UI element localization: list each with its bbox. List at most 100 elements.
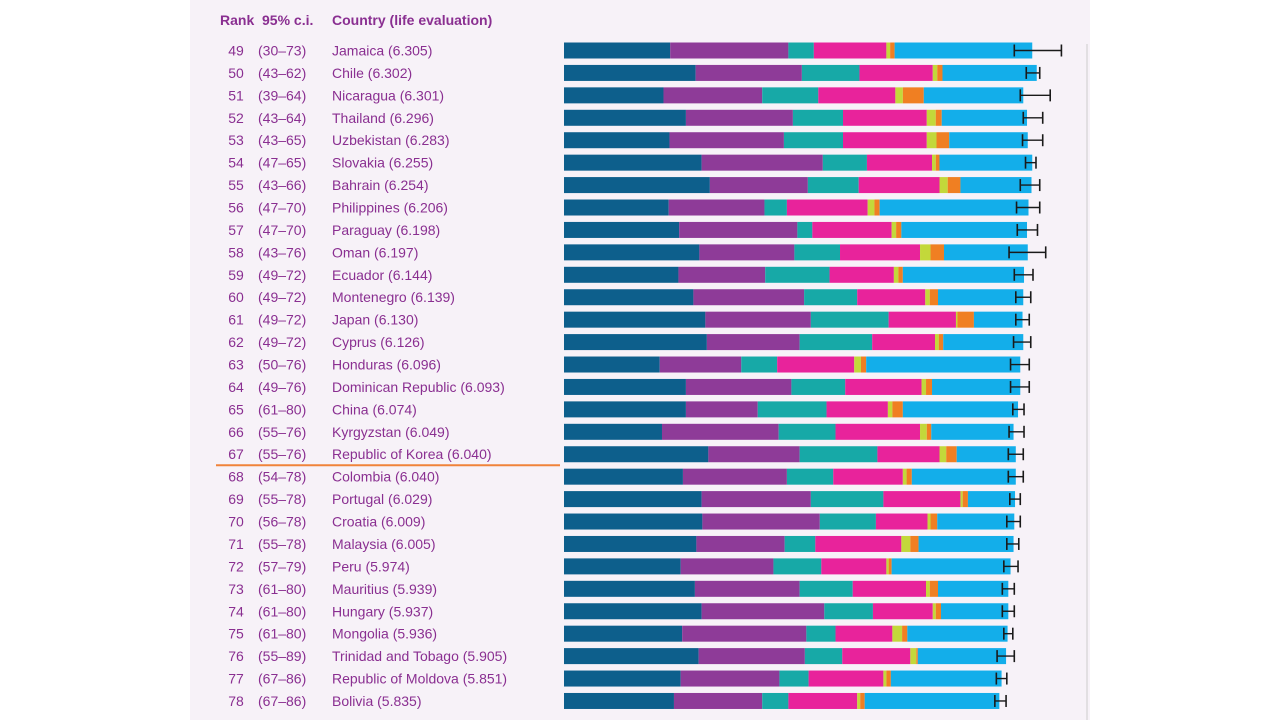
rank-label: 78 xyxy=(228,693,244,709)
ci-label: (49–72) xyxy=(258,334,306,350)
bar-segment xyxy=(765,266,830,283)
country-label: Colombia (6.040) xyxy=(332,469,439,485)
bar-segment xyxy=(923,87,1024,104)
country-label: Mongolia (5.936) xyxy=(332,626,437,642)
country-label: Croatia (6.009) xyxy=(332,514,425,530)
bar-segment xyxy=(741,356,778,373)
bar-segment xyxy=(921,378,927,395)
country-label: Kyrgyzstan (6.049) xyxy=(332,424,450,440)
country-label: Peru (5.974) xyxy=(332,558,410,574)
bar-segment xyxy=(929,580,938,597)
bar-segment xyxy=(890,42,895,59)
bar-segment xyxy=(916,648,918,665)
bar-segment xyxy=(564,42,671,59)
bar-segment xyxy=(709,177,808,194)
bar-segment xyxy=(902,625,908,642)
bar-segment xyxy=(883,491,961,508)
rank-label: 73 xyxy=(228,581,244,597)
rank-label: 53 xyxy=(228,132,244,148)
ci-label: (56–78) xyxy=(258,514,306,530)
rank-label: 61 xyxy=(228,312,244,328)
bar-segment xyxy=(892,625,903,642)
rank-label: 52 xyxy=(228,110,244,126)
bar-segment xyxy=(910,535,919,552)
ci-label: (47–65) xyxy=(258,155,306,171)
rank-label: 74 xyxy=(228,603,244,619)
bar-segment xyxy=(824,603,873,620)
country-label: Ecuador (6.144) xyxy=(332,267,432,283)
ci-label: (61–80) xyxy=(258,581,306,597)
bar-segment xyxy=(939,154,1033,171)
rank-label: 76 xyxy=(228,648,244,664)
bar-segment xyxy=(886,42,891,59)
rank-label: 56 xyxy=(228,200,244,216)
rank-label: 66 xyxy=(228,424,244,440)
bar-segment xyxy=(821,558,887,575)
bar-segment xyxy=(799,446,878,463)
bar-segment xyxy=(864,692,1000,709)
bar-segment xyxy=(937,513,1015,530)
bar-segment xyxy=(694,580,800,597)
bar-segment xyxy=(911,468,1016,485)
bar-segment xyxy=(670,42,789,59)
bar-segment xyxy=(857,289,926,306)
country-label: Trinidad and Tobago (5.905) xyxy=(332,648,507,664)
bar-segment xyxy=(906,468,912,485)
bar-segment xyxy=(938,289,1024,306)
bar-segment xyxy=(810,311,889,328)
bar-segment xyxy=(784,535,816,552)
country-label: Uzbekistan (6.283) xyxy=(332,132,450,148)
bar-segment xyxy=(886,558,889,575)
bar-segment xyxy=(564,221,680,238)
rank-label: 59 xyxy=(228,267,244,283)
bar-segment xyxy=(818,87,896,104)
happiness-ranking-chart: Rank 95% c.i. Country (life evaluation) … xyxy=(216,12,1088,720)
bar-segment xyxy=(902,401,1019,418)
bar-segment xyxy=(564,334,707,351)
ci-label: (57–79) xyxy=(258,558,306,574)
country-label: Cyprus (6.126) xyxy=(332,334,425,350)
bar-segment xyxy=(706,334,800,351)
rank-label: 54 xyxy=(228,155,244,171)
bar-segment xyxy=(822,154,867,171)
bar-segment xyxy=(888,311,956,328)
bar-segment xyxy=(701,603,825,620)
bar-segment xyxy=(973,311,1023,328)
bar-segment xyxy=(926,378,933,395)
bar-segment xyxy=(564,670,681,687)
bar-segment xyxy=(564,648,699,665)
bar-segment xyxy=(791,378,846,395)
bar-segment xyxy=(810,491,884,508)
bar-segment xyxy=(943,244,1028,261)
ci-label: (61–80) xyxy=(258,603,306,619)
bar-segment xyxy=(804,289,858,306)
ci-label: (39–64) xyxy=(258,87,306,103)
bar-segment xyxy=(661,423,779,440)
ci-label: (67–86) xyxy=(258,693,306,709)
bar-segment xyxy=(783,132,844,149)
bar-segment xyxy=(813,42,887,59)
country-label: Japan (6.130) xyxy=(332,312,418,328)
ci-label: (61–80) xyxy=(258,626,306,642)
bar-segment xyxy=(891,558,1011,575)
bar-segment xyxy=(564,401,686,418)
ci-label: (47–70) xyxy=(258,222,306,238)
bar-segment xyxy=(794,244,841,261)
bar-segment xyxy=(564,177,710,194)
ci-label: (43–62) xyxy=(258,65,306,81)
country-label: Bahrain (6.254) xyxy=(332,177,429,193)
bar-segment xyxy=(845,378,922,395)
ci-label: (67–86) xyxy=(258,671,306,687)
bar-segment xyxy=(788,42,814,59)
bar-segment xyxy=(804,648,843,665)
country-label: Republic of Moldova (5.851) xyxy=(332,671,507,687)
bar-segment xyxy=(858,177,940,194)
bar-segment xyxy=(679,221,798,238)
bar-segment xyxy=(801,64,860,81)
rank-label: 65 xyxy=(228,401,244,417)
rank-label: 77 xyxy=(228,671,244,687)
bar-segment xyxy=(917,648,1007,665)
country-label: China (6.074) xyxy=(332,401,417,417)
rank-label: 50 xyxy=(228,65,244,81)
bar-segment xyxy=(564,154,702,171)
